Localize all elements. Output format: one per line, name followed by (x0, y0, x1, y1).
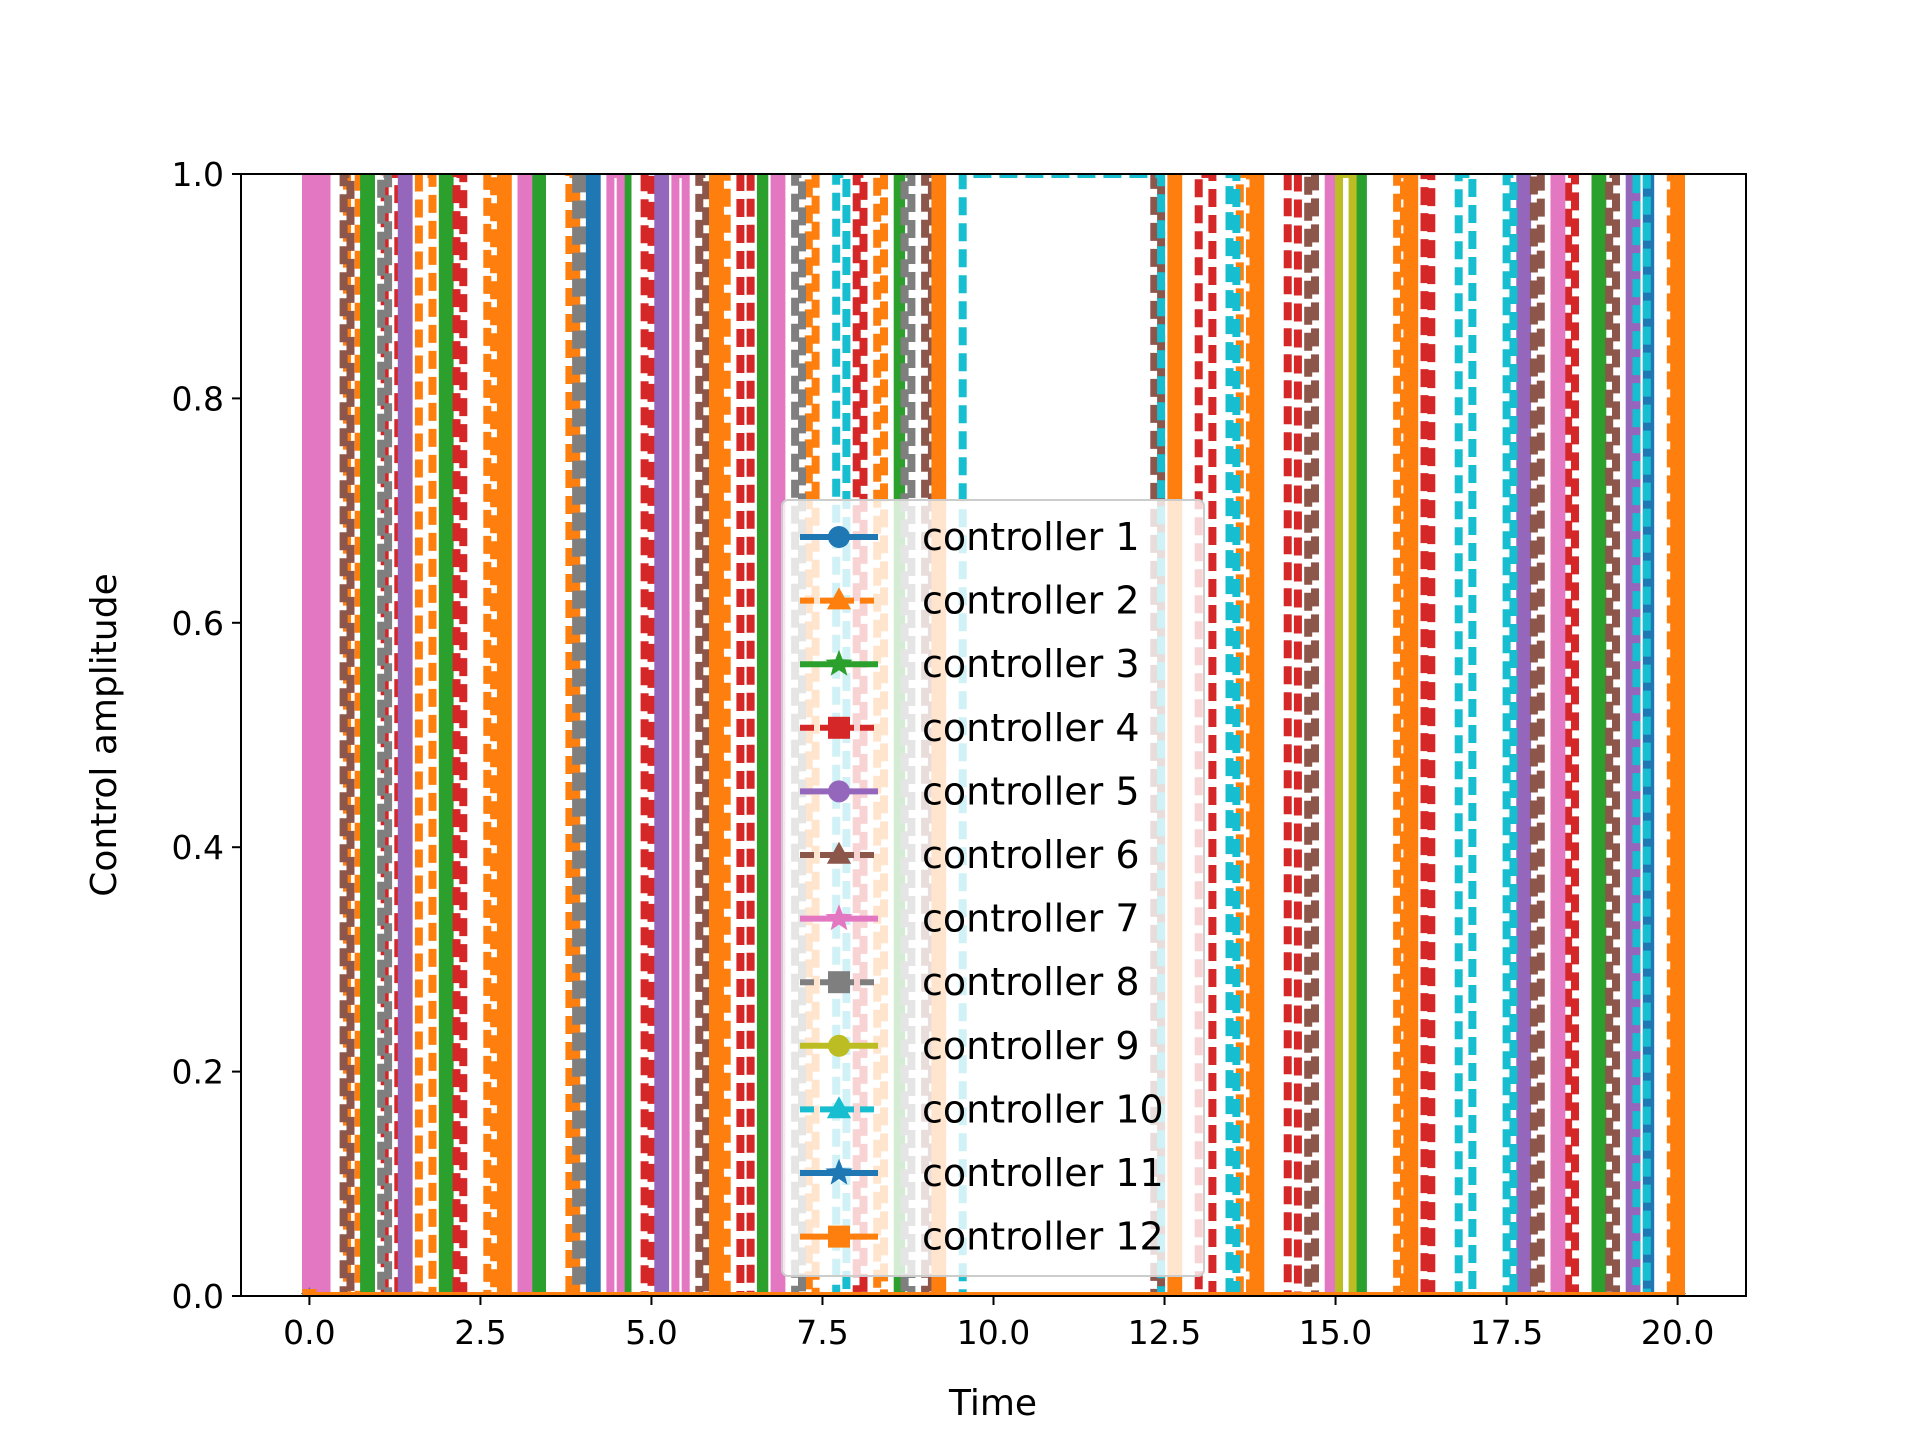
y-tick-label: 0.2 (172, 1053, 224, 1092)
series-layer (300, 174, 1687, 1296)
x-tick-label: 7.5 (796, 1313, 848, 1352)
series-start-marker-12 (302, 1289, 317, 1296)
x-axis-ticks: 0.0 2.5 5.0 7.5 10.0 12.5 15.0 17.5 20.0 (283, 1296, 1714, 1352)
legend-item: controller 5 (800, 769, 1140, 813)
legend-label: controller 2 (922, 579, 1140, 623)
series-12 (302, 174, 1685, 1296)
legend-label: controller 6 (922, 833, 1140, 877)
legend-label: controller 9 (922, 1024, 1140, 1068)
legend-swatch-marker (828, 716, 850, 739)
y-tick-label: 0.8 (172, 379, 224, 418)
legend-item: controller 6 (800, 833, 1140, 877)
legend-label: controller 7 (922, 897, 1140, 941)
series-line-3 (309, 174, 1678, 1296)
legend-item: controller 9 (800, 1024, 1140, 1068)
legend-label: controller 8 (922, 960, 1140, 1004)
legend-label: controller 12 (922, 1215, 1164, 1259)
legend-item: controller 3 (800, 642, 1140, 686)
y-axis-ticks: 0.0 0.2 0.4 0.6 0.8 1.0 (172, 155, 241, 1316)
legend-item: controller 8 (800, 960, 1140, 1004)
legend-swatch-marker (825, 1158, 853, 1185)
x-tick-label: 10.0 (957, 1313, 1030, 1352)
x-tick-label: 15.0 (1299, 1313, 1372, 1352)
series-end-marker-12 (1670, 1289, 1685, 1296)
legend-label: controller 11 (922, 1151, 1164, 1195)
legend-swatch-marker (828, 971, 850, 994)
legend-swatch-marker (826, 841, 852, 864)
legend-frame (781, 499, 1205, 1277)
x-tick-label: 20.0 (1641, 1313, 1714, 1352)
y-tick-label: 0.6 (172, 604, 224, 643)
legend-item: controller 11 (800, 1151, 1164, 1195)
x-tick-label: 2.5 (454, 1313, 506, 1352)
x-axis-label: Time (948, 1383, 1037, 1424)
legend-label: controller 3 (922, 642, 1140, 686)
y-tick-label: 0.4 (172, 828, 224, 867)
y-axis-label: Control amplitude (84, 573, 125, 897)
legend-label: controller 1 (922, 515, 1140, 559)
legend-swatch-marker (828, 1225, 850, 1248)
legend-swatch-marker (825, 649, 853, 676)
x-tick-label: 5.0 (625, 1313, 677, 1352)
legend: controller 1 controller 2 controller 3 cont… (781, 499, 1205, 1277)
legend-label: controller 10 (922, 1087, 1164, 1131)
legend-label: controller 5 (922, 769, 1140, 813)
legend-item: controller 4 (800, 706, 1140, 750)
legend-item: controller 7 (800, 897, 1140, 941)
legend-swatch-marker (828, 780, 850, 803)
y-tick-label: 0.0 (172, 1277, 224, 1316)
legend-label: controller 4 (922, 706, 1140, 750)
legend-swatch-marker (826, 1096, 852, 1119)
legend-item: controller 12 (800, 1215, 1164, 1259)
x-tick-label: 0.0 (283, 1313, 335, 1352)
legend-item: controller 10 (800, 1087, 1164, 1131)
legend-swatch-marker (828, 526, 850, 548)
legend-item: controller 1 (800, 515, 1140, 559)
y-tick-label: 1.0 (172, 155, 224, 194)
x-tick-label: 17.5 (1470, 1313, 1543, 1352)
legend-swatch-marker (828, 1034, 850, 1057)
legend-swatch-marker (826, 587, 852, 610)
x-tick-label: 12.5 (1128, 1313, 1201, 1352)
legend-item: controller 2 (800, 579, 1140, 623)
legend-swatch-marker (825, 904, 853, 931)
